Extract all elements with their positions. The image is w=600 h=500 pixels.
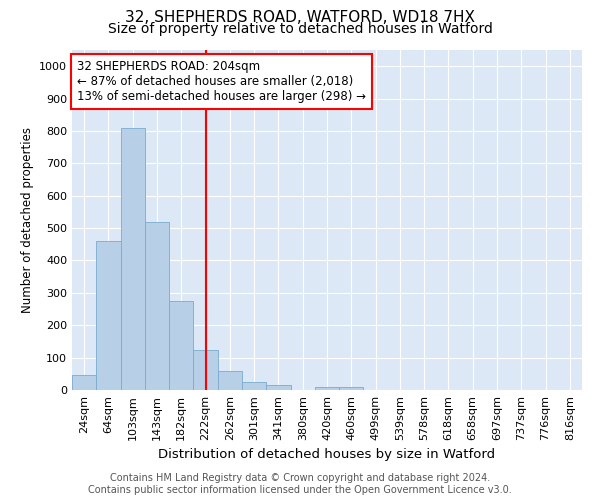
Bar (169, 301, 193, 390)
Bar (193, 350, 218, 390)
Text: Size of property relative to detached houses in Watford: Size of property relative to detached ho… (107, 22, 493, 36)
Bar (218, 371, 242, 390)
Bar (121, 128, 145, 390)
Y-axis label: Number of detached properties: Number of detached properties (20, 127, 34, 313)
Text: Contains HM Land Registry data © Crown copyright and database right 2024.
Contai: Contains HM Land Registry data © Crown c… (88, 474, 512, 495)
Bar (72, 375, 96, 390)
Bar (339, 387, 364, 390)
X-axis label: Distribution of detached houses by size in Watford: Distribution of detached houses by size … (158, 448, 496, 462)
Bar (145, 222, 169, 390)
Bar (266, 385, 290, 390)
Bar (96, 241, 121, 390)
Text: 32 SHEPHERDS ROAD: 204sqm
← 87% of detached houses are smaller (2,018)
13% of se: 32 SHEPHERDS ROAD: 204sqm ← 87% of detac… (77, 60, 366, 103)
Bar (242, 382, 266, 390)
Text: 32, SHEPHERDS ROAD, WATFORD, WD18 7HX: 32, SHEPHERDS ROAD, WATFORD, WD18 7HX (125, 10, 475, 25)
Bar (315, 387, 339, 390)
